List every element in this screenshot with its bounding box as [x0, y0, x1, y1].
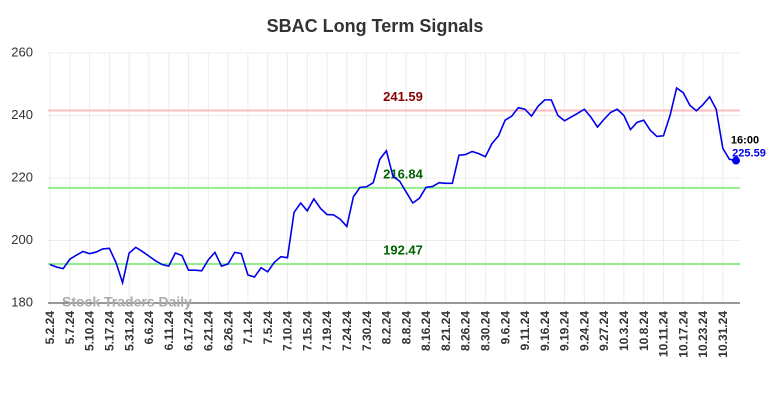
watermark: Stock Traders Daily [62, 294, 192, 310]
x-tick-label: 10.23.24 [696, 311, 710, 358]
y-tick-label: 180 [11, 294, 33, 309]
x-tick-label: 9.6.24 [498, 311, 512, 345]
x-tick-label: 9.27.24 [597, 311, 611, 351]
x-tick-label: 7.1.24 [241, 311, 255, 345]
x-tick-label: 6.17.24 [182, 311, 196, 351]
x-tick-label: 7.10.24 [281, 311, 295, 351]
y-tick-label: 220 [11, 169, 33, 184]
last-value: 225.59 [732, 147, 766, 159]
signal-label: 216.84 [383, 166, 424, 181]
signal-label: 192.47 [383, 242, 423, 257]
last-time: 16:00 [731, 134, 759, 146]
y-tick-label: 260 [11, 44, 33, 59]
x-tick-label: 8.21.24 [439, 311, 453, 351]
chart-title: SBAC Long Term Signals [267, 16, 484, 36]
x-tick-label: 8.26.24 [459, 311, 473, 351]
x-tick-label: 10.11.24 [657, 311, 671, 357]
x-tick-label: 5.7.24 [63, 311, 77, 345]
signal-label: 241.59 [383, 89, 423, 104]
x-tick-label: 5.31.24 [122, 311, 136, 351]
x-tick-label: 6.26.24 [221, 311, 235, 351]
x-tick-label: 8.8.24 [399, 311, 413, 345]
last-point [732, 156, 740, 165]
x-tick-label: 9.24.24 [577, 311, 591, 351]
y-tick-label: 240 [11, 107, 33, 122]
x-tick-label: 9.16.24 [538, 311, 552, 351]
x-tick-label: 8.2.24 [380, 311, 394, 345]
x-tick-label: 9.11.24 [518, 311, 532, 351]
x-tick-label: 10.8.24 [637, 311, 651, 351]
x-tick-label: 7.30.24 [360, 311, 374, 351]
x-tick-label: 10.31.24 [716, 311, 730, 358]
x-tick-label: 8.16.24 [419, 311, 433, 351]
x-tick-label: 5.2.24 [43, 311, 57, 345]
x-tick-label: 10.3.24 [617, 311, 631, 351]
x-tick-label: 9.19.24 [558, 311, 572, 351]
x-tick-label: 7.15.24 [300, 311, 314, 351]
x-tick-label: 10.17.24 [676, 311, 690, 358]
y-tick-label: 200 [11, 232, 33, 247]
x-tick-label: 7.24.24 [340, 311, 354, 351]
x-tick-label: 6.11.24 [162, 311, 176, 351]
x-tick-label: 8.30.24 [479, 311, 493, 351]
x-tick-label: 5.10.24 [83, 311, 97, 351]
price-line [49, 86, 737, 286]
x-tick-label: 6.21.24 [201, 311, 215, 351]
x-tick-label: 6.6.24 [142, 311, 156, 345]
x-tick-label: 7.5.24 [261, 311, 275, 345]
x-tick-label: 5.17.24 [103, 311, 117, 351]
x-tick-label: 7.19.24 [320, 311, 334, 351]
